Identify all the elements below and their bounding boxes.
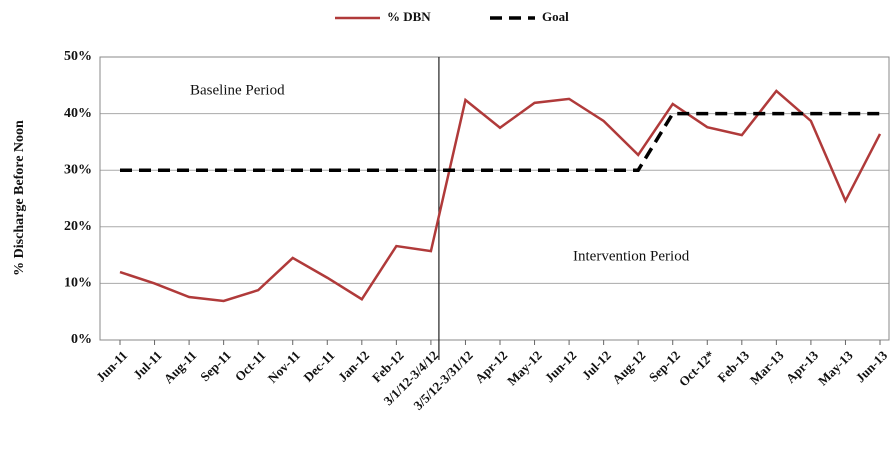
x-tick-label: Dec-11 bbox=[300, 348, 337, 385]
y-tick-label: 30% bbox=[64, 162, 92, 177]
y-axis-label: % Discharge Before Noon bbox=[12, 120, 27, 276]
series-line bbox=[119, 89, 882, 303]
y-tick-label: 20% bbox=[64, 219, 92, 234]
x-tick-label: Oct-12* bbox=[676, 348, 718, 390]
x-tick-label: May-12 bbox=[504, 348, 545, 389]
x-tick-label: Sep-11 bbox=[197, 348, 234, 385]
y-tick-label: 0% bbox=[71, 332, 92, 347]
y-tick-label: 10% bbox=[64, 276, 92, 291]
x-tick-label: May-13 bbox=[815, 347, 856, 388]
plot-frame bbox=[99, 56, 890, 341]
x-tick-label: Apr-12 bbox=[472, 348, 510, 386]
x-tick-label: Jul-11 bbox=[130, 348, 165, 383]
legend-label: Goal bbox=[542, 9, 569, 24]
annotation: Baseline Period bbox=[190, 82, 285, 98]
x-tick-label: Jun-13 bbox=[853, 347, 890, 385]
series-line bbox=[120, 111, 880, 172]
x-tick-label: Oct-11 bbox=[232, 348, 269, 385]
legend-label: % DBN bbox=[387, 9, 431, 24]
annotation: Intervention Period bbox=[573, 248, 690, 264]
x-tick-label: Nov-11 bbox=[265, 348, 303, 386]
x-tick-label: Jul-12 bbox=[579, 348, 614, 383]
x-tick-label: Jan-12 bbox=[335, 348, 372, 385]
x-tick-label: Aug-12 bbox=[609, 348, 648, 387]
x-tick-label: Jun-11 bbox=[93, 348, 130, 385]
x-tick-label: Mar-13 bbox=[747, 347, 787, 387]
x-tick-label: Jun-12 bbox=[542, 348, 580, 386]
x-tick-label: Aug-11 bbox=[161, 348, 200, 387]
y-tick-label: 40% bbox=[64, 106, 92, 121]
x-tick-label: Apr-13 bbox=[783, 347, 822, 386]
y-tick-label: 50% bbox=[64, 49, 92, 64]
x-tick-label: Feb-13 bbox=[714, 347, 752, 385]
